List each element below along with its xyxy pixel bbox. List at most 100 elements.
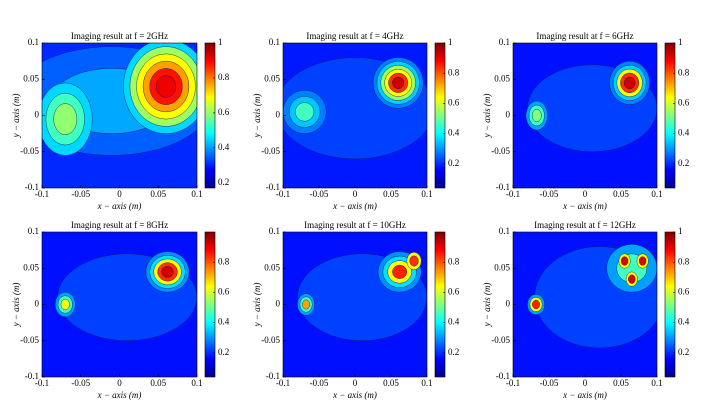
y-tick-label: 0.1 — [28, 37, 39, 47]
y-tick-label: 0.1 — [269, 37, 280, 47]
y-tick-label: 0 — [506, 110, 511, 120]
x-tick-label: 0.05 — [150, 378, 166, 388]
x-tick-label: -0.05 — [540, 189, 559, 199]
chart-title: Imaging result at f = 2GHz — [71, 31, 168, 41]
y-tick-label: 0 — [276, 299, 281, 309]
x-tick-label: 0 — [117, 378, 122, 388]
x-tick-label: -0.1 — [276, 189, 290, 199]
contour-field — [283, 232, 427, 377]
contour-field — [283, 43, 427, 188]
x-tick-label: -0.1 — [276, 378, 290, 388]
x-tick-label: 0.1 — [651, 378, 662, 388]
y-tick-label: -0.05 — [491, 335, 510, 345]
contour-field — [42, 43, 197, 188]
colorbar — [204, 42, 216, 189]
colorbar-tick-label: 0.4 — [448, 128, 460, 138]
x-tick-label: -0.05 — [71, 378, 90, 388]
colorbar — [664, 231, 676, 378]
x-tick-label: 0.1 — [651, 189, 662, 199]
subplot: -0.1 -0.05 0 0.05 0.1 -0.1 -0.05 0 0.05 0.1 Imagin… — [482, 220, 690, 400]
subplot: -0.1 -0.05 0 0.05 0.1 -0.1 -0.05 0 0.05 0.1 Imagin… — [482, 31, 690, 211]
y-tick-label: 0 — [35, 299, 40, 309]
y-tick-label: 0.05 — [494, 73, 510, 83]
field-level — [392, 76, 405, 89]
y-axis-label: y − axis (m) — [252, 94, 262, 139]
colorbar-tick-label: 0.4 — [678, 128, 690, 138]
colorbar — [434, 231, 446, 378]
y-tick-label: -0.05 — [261, 335, 280, 345]
field-level — [623, 76, 636, 90]
x-tick-label: 0.1 — [191, 378, 202, 388]
colorbar-tick-label: 0.8 — [678, 256, 690, 266]
x-tick-label: -0.1 — [506, 378, 520, 388]
colorbar-tick-label: 0.6 — [218, 286, 230, 296]
x-axis-label: x − axis (m) — [97, 201, 142, 211]
x-tick-label: 0 — [117, 189, 122, 199]
colorbar — [204, 231, 216, 378]
y-tick-label: 0.1 — [499, 226, 510, 236]
y-axis-label: y − axis (m) — [252, 283, 262, 328]
y-tick-label: -0.1 — [25, 371, 39, 381]
x-tick-label: -0.05 — [310, 189, 329, 199]
x-axis-label: x − axis (m) — [332, 201, 377, 211]
x-tick-label: -0.1 — [506, 189, 520, 199]
colorbar-tick-label: 0.4 — [218, 142, 230, 152]
colorbar-tick-label: 0.4 — [678, 317, 690, 327]
colorbar-tick-label: 0.8 — [448, 67, 460, 77]
x-tick-label: 0 — [353, 378, 358, 388]
colorbar-tick-label: 0.8 — [678, 67, 690, 77]
subplot: -0.1 -0.05 0 0.05 0.1 -0.1 -0.05 0 0.05 0.1 Imagin… — [11, 31, 230, 211]
subplot: -0.1 -0.05 0 0.05 0.1 -0.1 -0.05 0 0.05 0.1 Imagin… — [11, 220, 230, 400]
y-axis-label: y − axis (m) — [11, 283, 21, 328]
y-tick-label: -0.05 — [261, 146, 280, 156]
x-tick-label: 0.05 — [613, 378, 629, 388]
y-tick-label: 0.05 — [264, 262, 280, 272]
x-tick-label: -0.05 — [71, 189, 90, 199]
colorbar-tick-label: 0.2 — [448, 158, 459, 168]
y-tick-label: 0.1 — [28, 226, 39, 236]
x-tick-label: -0.05 — [540, 378, 559, 388]
y-tick-label: -0.1 — [25, 182, 39, 192]
y-tick-label: -0.05 — [20, 335, 39, 345]
chart-title: Imaging result at f = 6GHz — [536, 31, 633, 41]
x-axis-label: x − axis (m) — [562, 390, 607, 400]
colorbar-tick-label: 1 — [678, 226, 683, 236]
field-level — [628, 274, 636, 284]
y-tick-label: 0 — [276, 110, 281, 120]
y-axis-label: y − axis (m) — [11, 94, 21, 139]
y-tick-label: 0 — [506, 299, 511, 309]
x-tick-label: 0 — [353, 189, 358, 199]
x-tick-label: 0.1 — [421, 378, 432, 388]
colorbar — [434, 42, 446, 189]
y-tick-label: 0 — [35, 110, 40, 120]
y-tick-label: 0.1 — [269, 226, 280, 236]
field-level — [161, 266, 174, 278]
colorbar-tick-label: 0.8 — [218, 72, 230, 82]
x-tick-label: -0.1 — [35, 378, 49, 388]
colorbar-tick-label: 0.8 — [218, 256, 230, 266]
colorbar-tick-label: 1 — [448, 37, 453, 47]
chart-title: Imaging result at f = 10GHz — [304, 220, 406, 230]
colorbar-tick-label: 1 — [678, 37, 683, 47]
x-tick-label: 0.05 — [383, 378, 399, 388]
y-tick-label: -0.05 — [20, 146, 39, 156]
contour-field — [513, 43, 657, 188]
field-level — [531, 109, 542, 122]
colorbar-tick-label: 0.4 — [448, 317, 460, 327]
field-level — [53, 103, 78, 135]
y-tick-label: 0.05 — [494, 262, 510, 272]
x-tick-label: 0 — [583, 189, 588, 199]
x-axis-label: x − axis (m) — [332, 390, 377, 400]
y-axis-label: y − axis (m) — [482, 283, 492, 328]
y-axis-label: y − axis (m) — [482, 94, 492, 139]
y-tick-label: 0.05 — [264, 73, 280, 83]
colorbar-tick-label: 0.6 — [448, 286, 460, 296]
x-tick-label: 0.05 — [383, 189, 399, 199]
x-tick-label: -0.1 — [35, 189, 49, 199]
field-level — [620, 256, 629, 266]
field-level — [409, 255, 419, 267]
colorbar — [664, 42, 676, 189]
x-tick-label: -0.05 — [310, 378, 329, 388]
subplot: -0.1 -0.05 0 0.05 0.1 -0.1 -0.05 0 0.05 0.1 Imagin… — [252, 220, 460, 400]
